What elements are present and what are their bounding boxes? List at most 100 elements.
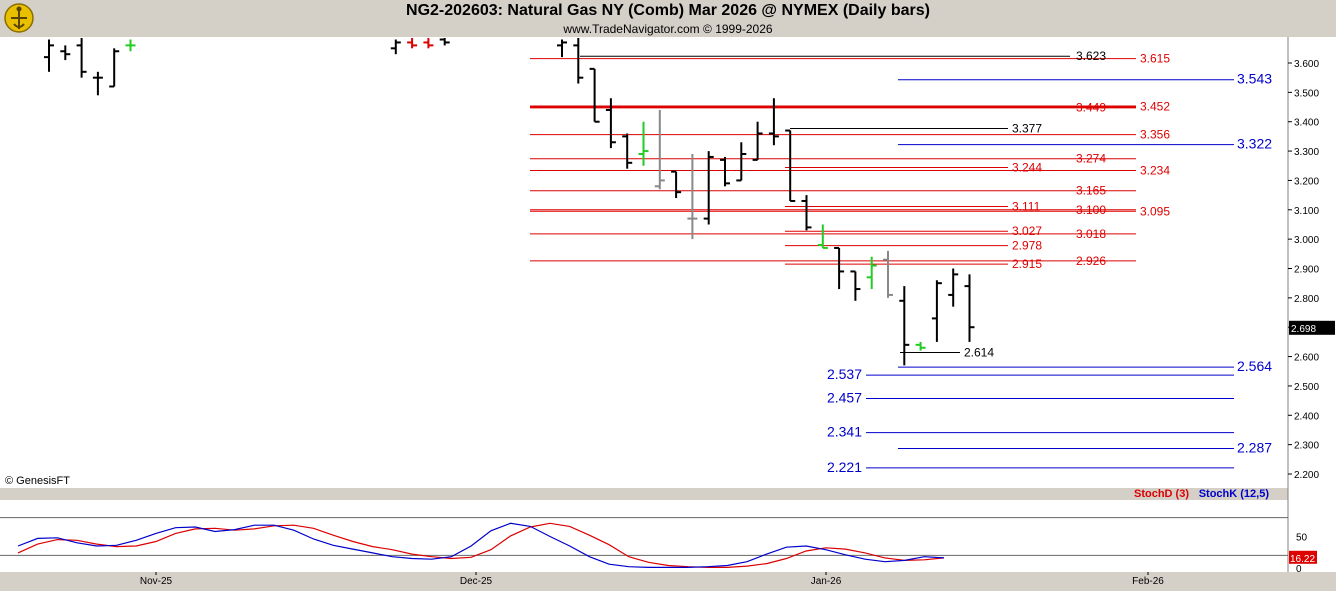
date-tick-label: Jan-26 <box>811 576 842 587</box>
price-level-label: 2.564 <box>1237 358 1272 374</box>
price-levels: 3.615 3.623 3.543 3.452 3.449 3.377 3.356 3.322… <box>530 49 1272 475</box>
price-level-label: 2.287 <box>1237 439 1272 455</box>
price-level-label: 3.615 <box>1140 52 1170 66</box>
copyright-label: © GenesisFT <box>5 475 70 487</box>
stoch-k-line <box>17 522 945 569</box>
price-tick-label: 3.200 <box>1294 176 1319 187</box>
ohlc-bar <box>948 268 959 307</box>
price-level-label: 3.623 <box>1076 49 1106 63</box>
price-tick-label: 2.200 <box>1294 470 1319 481</box>
price-tick-label: 3.500 <box>1294 88 1319 99</box>
chart-title: NG2-202603: Natural Gas NY (Comb) Mar 20… <box>406 2 930 19</box>
last-price-box <box>1289 320 1335 335</box>
ohlc-bar <box>638 121 649 166</box>
price-level-label: 3.234 <box>1140 163 1170 177</box>
ohlc-bar <box>850 270 861 301</box>
price-level-label: 3.244 <box>1012 161 1042 175</box>
stoch-last-value-box <box>1289 550 1317 564</box>
ohlc-bar <box>768 98 779 146</box>
price-level-label: 3.274 <box>1076 152 1106 166</box>
price-tick-label: 3.600 <box>1294 59 1319 70</box>
indicator-plot-background <box>0 500 1288 572</box>
ohlc-bar <box>931 280 942 342</box>
price-tick-label: 3.300 <box>1294 147 1319 158</box>
ohlc-bar <box>605 98 616 149</box>
price-level-label: 2.221 <box>827 459 862 475</box>
ohlc-bar <box>687 154 698 240</box>
price-tick-label: 2.300 <box>1294 441 1319 452</box>
date-tick-label: Nov-25 <box>140 576 173 587</box>
price-level-label: 3.100 <box>1076 203 1106 217</box>
ohlc-bar <box>866 256 877 290</box>
price-level-label: 2.457 <box>827 390 862 406</box>
price-level-label: 2.341 <box>827 424 862 440</box>
stoch-d-line <box>17 522 945 569</box>
ohlc-bar <box>720 156 730 187</box>
ohlc-bar <box>109 48 120 88</box>
price-level-label: 2.537 <box>827 366 862 382</box>
ohlc-bar <box>964 274 975 342</box>
stoch-last-value-label: 16.22 <box>1290 554 1315 565</box>
ohlc-bar <box>801 195 812 231</box>
legend-stoch-k: StochK (12,5) <box>1199 488 1270 500</box>
ohlc-bar <box>44 39 54 72</box>
ohlc-bar <box>622 133 633 169</box>
ohlc-bar <box>671 170 682 199</box>
ohlc-bar <box>407 38 418 49</box>
price-tick-label: 2.500 <box>1294 382 1319 393</box>
ohlc-bar <box>834 246 845 290</box>
stoch-tick-label: 0 <box>1296 564 1302 575</box>
price-level-label: 3.377 <box>1012 121 1042 135</box>
ohlc-bar <box>423 38 434 49</box>
price-tick-label: 3.000 <box>1294 235 1319 246</box>
price-tick-label: 3.100 <box>1294 206 1319 217</box>
chart-subtitle: www.TradeNavigator.com © 1999-2026 <box>563 22 773 36</box>
ohlc-bar <box>915 341 926 351</box>
ohlc-bar <box>736 142 747 182</box>
stoch-tick-label: 50 <box>1296 533 1308 544</box>
trade-navigator-logo-icon <box>4 3 34 33</box>
price-axis: 3.600 3.500 3.400 3.300 3.200 3.100 3.000 2.900… <box>1288 59 1335 481</box>
price-tick-label: 3.400 <box>1294 118 1319 129</box>
price-level-label: 3.027 <box>1012 224 1042 238</box>
stochastic-panel: 50 016.22 <box>0 517 1317 575</box>
ohlc-bar <box>76 38 87 78</box>
ohlc-bar <box>752 121 763 161</box>
price-level-label: 3.018 <box>1076 227 1106 241</box>
price-tick-label: 2.600 <box>1294 353 1319 364</box>
ohlc-bar <box>60 45 71 61</box>
ohlc-bar <box>557 39 567 58</box>
price-level-label: 3.165 <box>1076 184 1106 198</box>
last-price-label: 2.698 <box>1291 324 1316 335</box>
price-level-label: 2.614 <box>964 345 994 359</box>
price-level-label: 2.915 <box>1012 257 1042 271</box>
date-tick-label: Feb-26 <box>1132 576 1164 587</box>
ohlc-bar <box>390 39 401 55</box>
legend-stoch-d: StochD (3) <box>1134 488 1189 500</box>
price-level-label: 3.543 <box>1237 71 1272 87</box>
price-level-label: 3.449 <box>1076 100 1106 114</box>
price-level-label: 2.926 <box>1076 254 1106 268</box>
title-bar: NG2-202603: Natural Gas NY (Comb) Mar 20… <box>0 0 1336 37</box>
ohlc-bar <box>573 38 584 84</box>
ohlc-bar <box>589 67 600 123</box>
ohlc-bar <box>125 39 136 52</box>
ohlc-bar <box>785 129 796 202</box>
price-level-label: 3.452 <box>1140 99 1170 113</box>
ohlc-bar <box>899 286 910 366</box>
ohlc-bar <box>439 38 450 46</box>
price-level-label: 2.978 <box>1012 239 1042 253</box>
price-tick-label: 2.800 <box>1294 294 1319 305</box>
ohlc-bar <box>703 151 714 225</box>
price-bars <box>44 38 975 366</box>
date-tick-label: Dec-25 <box>460 576 493 587</box>
price-axis-background <box>1288 37 1336 572</box>
main-plot-background <box>0 37 1288 488</box>
price-tick-label: 2.900 <box>1294 265 1319 276</box>
ohlc-bar <box>92 71 103 96</box>
price-tick-label: 2.400 <box>1294 411 1319 422</box>
price-level-label: 3.095 <box>1140 204 1170 218</box>
price-level-label: 3.356 <box>1140 128 1170 142</box>
ohlc-bar <box>883 250 893 298</box>
